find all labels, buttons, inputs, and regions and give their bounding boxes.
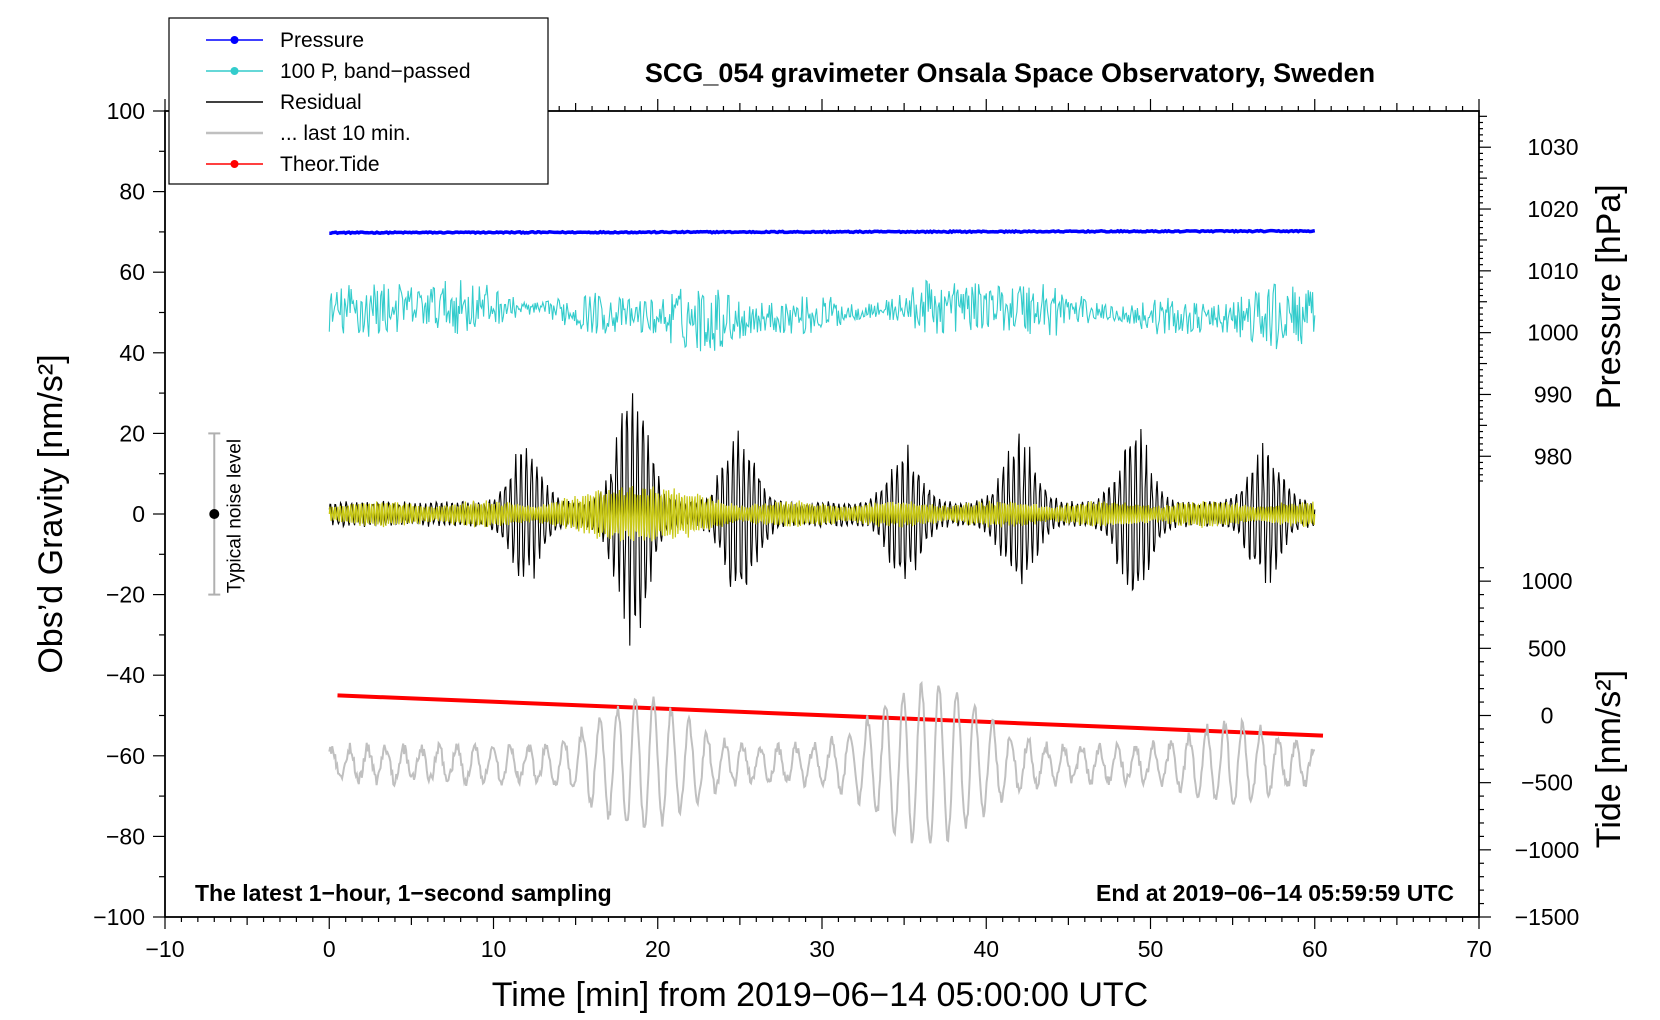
- tide-tick-label: −500: [1521, 770, 1573, 796]
- legend-swatch-marker: [230, 160, 239, 168]
- x-tick-label: 70: [1466, 936, 1492, 962]
- typical-noise-level-bar: Typical noise level: [208, 432, 245, 596]
- legend-label: Residual: [280, 91, 362, 114]
- x-tick-label: 40: [973, 936, 999, 962]
- series-layer: [328, 228, 1324, 844]
- theoretical-tide-series-line: [337, 693, 1324, 738]
- y-tick-label: 100: [107, 98, 145, 124]
- y-tick-label: 0: [132, 501, 145, 527]
- pressure-tick-label: 990: [1534, 381, 1572, 407]
- legend-swatch-marker: [230, 36, 239, 44]
- y-tick-label: −20: [106, 582, 145, 608]
- noise-bar-center-dot: [209, 509, 220, 519]
- y-tick-label: −100: [93, 904, 145, 930]
- x-axis-ticks: −10 0 10 20 30 40 50 60 70: [145, 99, 1492, 962]
- legend-item: Pressure: [206, 29, 364, 52]
- pressure-tick-label: 1030: [1527, 134, 1578, 160]
- residual-yellow-overlay-line: [328, 485, 1316, 542]
- y-tick-label: 60: [119, 259, 145, 285]
- end-time-note: End at 2019−06−14 05:59:59 UTC: [1096, 880, 1454, 906]
- y-tick-label: −60: [106, 743, 145, 769]
- y-axis-ticks: −100 −80 −60 −40 −20 0 20 40 60 80 100: [93, 98, 165, 930]
- y-axis-title-left: Obs’d Gravity [nm/s²]: [32, 354, 70, 673]
- legend-item: 100 P, band−passed: [206, 60, 471, 83]
- legend-label: Pressure: [280, 29, 364, 52]
- tide-tick-label: 1000: [1521, 568, 1572, 594]
- legend-label: Theor.Tide: [280, 153, 380, 176]
- legend-item: Residual: [206, 91, 362, 114]
- legend-swatch-marker: [230, 67, 239, 75]
- x-tick-label: 10: [481, 936, 507, 962]
- y-axis-title-tide: Tide [nm/s²]: [1590, 670, 1628, 848]
- x-tick-label: 30: [809, 936, 835, 962]
- tide-tick-label: −1500: [1515, 904, 1580, 930]
- tide-tick-label: 500: [1528, 635, 1566, 661]
- x-tick-label: −10: [145, 936, 184, 962]
- y-tick-label: 80: [119, 179, 145, 205]
- pressure-axis-ticks: 980 990 1000 1010 1020 1030: [1479, 115, 1579, 482]
- tide-axis-ticks: −1500 −1000 −500 0 500 1000: [1479, 567, 1580, 930]
- legend-box: [168, 17, 549, 185]
- pressure-tick-label: 1020: [1527, 196, 1578, 222]
- y-tick-label: −80: [106, 823, 145, 849]
- pressure-tick-label: 1010: [1527, 258, 1578, 284]
- sampling-note: The latest 1−hour, 1−second sampling: [195, 880, 612, 906]
- y-tick-label: 40: [119, 340, 145, 366]
- legend-label: ... last 10 min.: [280, 122, 411, 145]
- legend-item: Theor.Tide: [206, 153, 380, 176]
- noise-bar-label: Typical noise level: [224, 439, 245, 593]
- x-tick-label: 20: [645, 936, 671, 962]
- bandpassed-pressure-series-line: [328, 279, 1316, 352]
- x-axis-title: Time [min] from 2019−06−14 05:00:00 UTC: [492, 976, 1148, 1014]
- y-tick-label: 20: [119, 420, 145, 446]
- pressure-tick-label: 1000: [1527, 320, 1578, 346]
- tide-tick-label: 0: [1541, 703, 1554, 729]
- x-tick-label: 60: [1302, 936, 1328, 962]
- legend-label: 100 P, band−passed: [280, 60, 471, 83]
- chart-title: SCG_054 gravimeter Onsala Space Observat…: [645, 58, 1375, 88]
- legend-item: ... last 10 min.: [206, 122, 411, 145]
- x-tick-label: 0: [323, 936, 336, 962]
- pressure-series-line: [329, 228, 1316, 236]
- x-tick-label: 50: [1138, 936, 1164, 962]
- last-10-min-series-line: [328, 680, 1316, 844]
- y-axis-title-pressure: Pressure [hPa]: [1590, 184, 1628, 409]
- y-tick-label: −40: [106, 662, 145, 688]
- legend: Pressure 100 P, band−passed Residual ... la…: [168, 17, 549, 185]
- pressure-tick-label: 980: [1534, 443, 1572, 469]
- tide-tick-label: −1000: [1515, 837, 1580, 863]
